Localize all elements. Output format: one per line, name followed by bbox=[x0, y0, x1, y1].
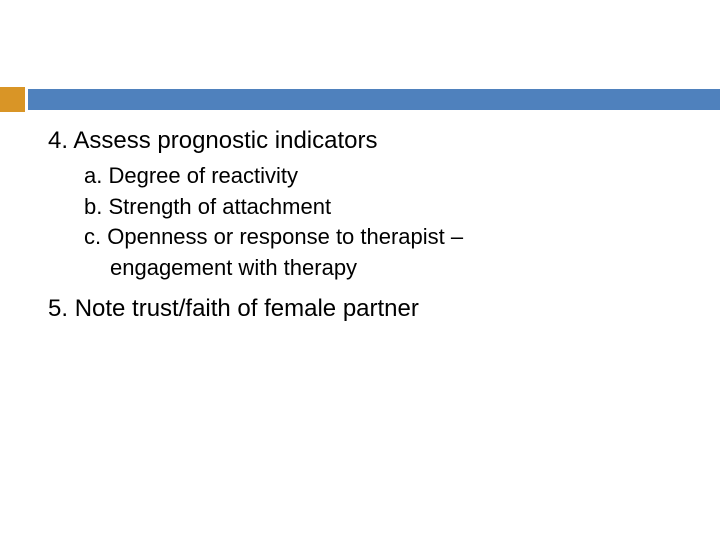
sub-letter: c. bbox=[84, 224, 101, 249]
sub-text: Strength of attachment bbox=[108, 194, 331, 219]
item-number: 5. bbox=[48, 295, 68, 322]
item-number: 4. bbox=[48, 127, 68, 154]
title-bar bbox=[28, 89, 720, 110]
sub-letter: b. bbox=[84, 194, 102, 219]
sub-text: Degree of reactivity bbox=[108, 163, 298, 188]
accent-square bbox=[0, 87, 25, 112]
sub-letter: a. bbox=[84, 163, 102, 188]
subitem-a: a. Degree of reactivity bbox=[84, 162, 690, 191]
subitem-c: c. Openness or response to therapist – bbox=[84, 223, 690, 252]
subitem-c-cont: engagement with therapy bbox=[110, 254, 690, 283]
item-text: Assess prognostic indicators bbox=[73, 127, 377, 154]
subitems-4: a. Degree of reactivity b. Strength of a… bbox=[84, 162, 690, 282]
sub-text-line2: engagement with therapy bbox=[110, 255, 357, 280]
content-block: 4. Assess prognostic indicators a. Degre… bbox=[48, 125, 690, 330]
list-item-5: 5. Note trust/faith of female partner bbox=[48, 293, 690, 324]
sub-text-line1: Openness or response to therapist – bbox=[107, 224, 463, 249]
list-item-4: 4. Assess prognostic indicators bbox=[48, 125, 690, 156]
subitem-b: b. Strength of attachment bbox=[84, 193, 690, 222]
item-text: Note trust/faith of female partner bbox=[75, 295, 419, 322]
slide: 4. Assess prognostic indicators a. Degre… bbox=[0, 0, 720, 540]
